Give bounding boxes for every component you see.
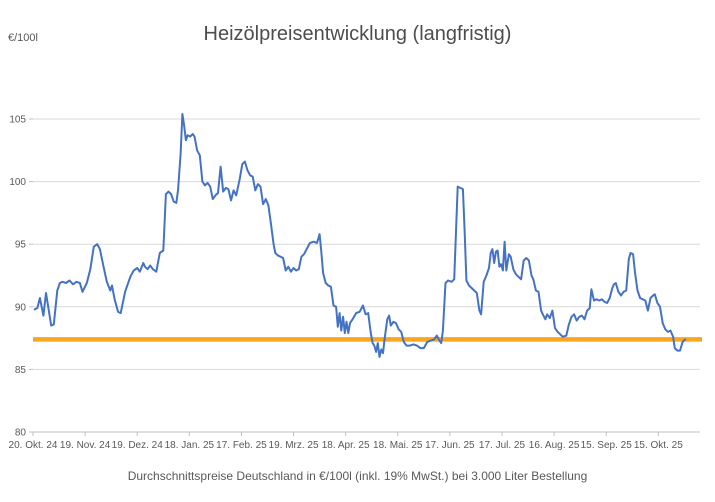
footer-note: Durchschnittspreise Deutschland in €/100… [127,469,588,483]
x-tick-label: 18. Mai. 25 [373,440,423,451]
x-tick-label: 17. Jul. 25 [479,440,526,451]
x-tick-label: 19. Dez. 24 [112,440,164,451]
price-series-line [33,113,687,358]
y-tick-label: 85 [15,365,27,376]
y-tick-label: 95 [15,240,27,251]
x-tick-labels: 20. Okt. 24 19. Nov. 24 19. Dez. 24 18. Jan… [9,440,684,451]
x-tick-label: 17. Jun. 25 [425,440,475,451]
y-tick-label: 90 [15,302,27,313]
tick-marks [29,118,659,436]
x-tick-label: 17. Feb. 25 [216,440,267,451]
x-tick-label: 18. Jan. 25 [165,440,215,451]
chart-title: Heizölpreisentwicklung (langfristig) [203,23,512,45]
x-tick-label: 20. Okt. 24 [9,440,58,451]
y-tick-label: 105 [9,115,26,126]
x-tick-label: 18. Apr. 25 [322,440,370,451]
x-tick-label: 19. Nov. 24 [60,440,111,451]
y-tick-label: 80 [15,428,27,439]
y-tick-labels: 80 85 90 95 100 105 [9,115,26,439]
x-tick-label: 15. Sep. 25 [581,440,633,451]
series [33,113,687,358]
x-tick-label: 19. Mrz. 25 [269,440,319,451]
gridlines [33,118,700,370]
x-tick-label: 16. Aug. 25 [529,440,580,451]
x-tick-label: 15. Okt. 25 [634,440,683,451]
y-axis-unit-label: €/100l [8,32,38,44]
y-tick-label: 100 [9,177,26,188]
